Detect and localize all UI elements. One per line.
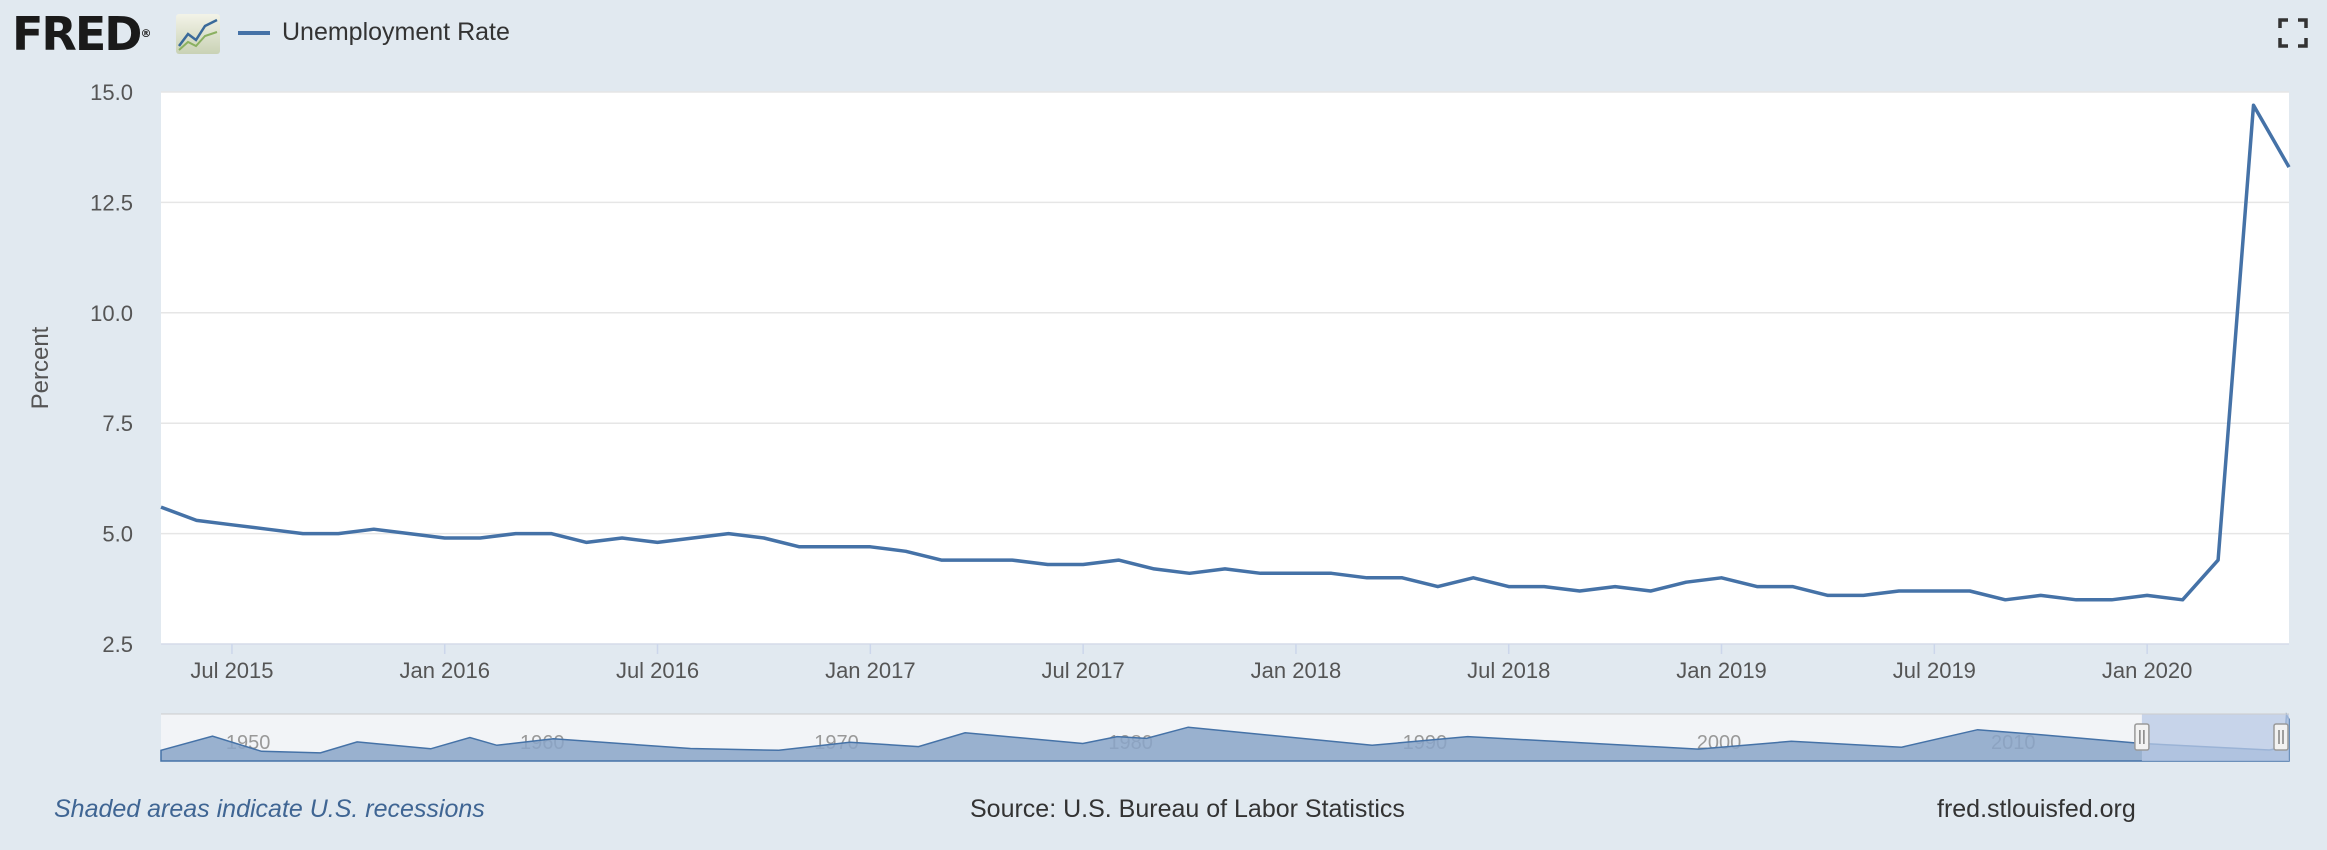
- registered-mark: ®: [140, 27, 152, 40]
- data-point[interactable]: [939, 558, 943, 562]
- data-point[interactable]: [1507, 585, 1511, 589]
- y-axis: 2.5 5.0 7.5 10.0 12.5 15.0: [90, 80, 133, 657]
- data-point[interactable]: [1436, 585, 1440, 589]
- series-group: [159, 103, 2291, 602]
- data-point[interactable]: [2252, 103, 2256, 107]
- data-point[interactable]: [797, 545, 801, 549]
- logo-text: FRED: [12, 7, 142, 61]
- data-point[interactable]: [2181, 598, 2185, 602]
- data-point[interactable]: [407, 532, 411, 536]
- data-point[interactable]: [478, 536, 482, 540]
- data-point[interactable]: [1968, 589, 1972, 593]
- navigator-selection[interactable]: [2141, 714, 2289, 761]
- data-point[interactable]: [975, 558, 979, 562]
- data-point[interactable]: [1258, 571, 1262, 575]
- chart-legend[interactable]: Unemployment Rate: [238, 18, 510, 47]
- navigator[interactable]: 1950196019701980199020002010: [160, 712, 2290, 762]
- data-point[interactable]: [1294, 571, 1298, 575]
- data-point[interactable]: [1152, 567, 1156, 571]
- data-point[interactable]: [656, 540, 660, 544]
- x-tick-label: Jan 2018: [1251, 658, 1342, 683]
- data-point[interactable]: [904, 549, 908, 553]
- data-point[interactable]: [585, 540, 589, 544]
- data-point[interactable]: [1188, 571, 1192, 575]
- x-tick-label: Jul 2018: [1467, 658, 1550, 683]
- data-point[interactable]: [230, 523, 234, 527]
- x-tick-label: Jan 2017: [825, 658, 916, 683]
- y-axis-label: Percent: [27, 326, 54, 409]
- x-axis: Jul 2015 Jan 2016 Jul 2016 Jan 2017 Jul 2017…: [190, 644, 2192, 683]
- data-point[interactable]: [691, 536, 695, 540]
- x-tick-label: Jul 2016: [616, 658, 699, 683]
- data-point[interactable]: [2039, 593, 2043, 597]
- data-point[interactable]: [1081, 563, 1085, 567]
- data-point[interactable]: [1826, 593, 1830, 597]
- data-point[interactable]: [1117, 558, 1121, 562]
- data-point[interactable]: [2110, 598, 2114, 602]
- data-point[interactable]: [1897, 589, 1901, 593]
- data-point[interactable]: [1649, 589, 1653, 593]
- site-link[interactable]: fred.stlouisfed.org: [1937, 795, 2136, 823]
- navigator-handle-right[interactable]: [2273, 723, 2289, 751]
- data-point[interactable]: [1932, 589, 1936, 593]
- y-tick-label: 7.5: [102, 411, 133, 436]
- data-point[interactable]: [265, 527, 269, 531]
- x-tick-label: Jul 2019: [1893, 658, 1976, 683]
- x-tick-label: Jan 2019: [1676, 658, 1767, 683]
- data-point[interactable]: [336, 532, 340, 536]
- data-point[interactable]: [159, 505, 163, 509]
- x-tick-label: Jul 2017: [1042, 658, 1125, 683]
- fullscreen-icon[interactable]: [2278, 18, 2308, 48]
- y-tick-label: 12.5: [90, 190, 133, 215]
- data-point[interactable]: [1755, 585, 1759, 589]
- legend-series-label: Unemployment Rate: [282, 18, 510, 46]
- plot-area: [161, 92, 2289, 644]
- fred-logo: FRED®: [12, 6, 151, 62]
- data-point[interactable]: [620, 536, 624, 540]
- source-note: Source: U.S. Bureau of Labor Statistics: [970, 795, 1405, 823]
- data-point[interactable]: [1720, 576, 1724, 580]
- line-chart-icon: [176, 14, 220, 54]
- data-point[interactable]: [2216, 558, 2220, 562]
- data-point[interactable]: [1365, 576, 1369, 580]
- data-point[interactable]: [1684, 580, 1688, 584]
- data-point[interactable]: [1578, 589, 1582, 593]
- data-point[interactable]: [868, 545, 872, 549]
- data-point[interactable]: [372, 527, 376, 531]
- data-point[interactable]: [2003, 598, 2007, 602]
- data-point[interactable]: [1790, 585, 1794, 589]
- navigator-handle-left[interactable]: [2134, 723, 2150, 751]
- data-point[interactable]: [514, 532, 518, 536]
- data-point[interactable]: [2145, 593, 2149, 597]
- data-point[interactable]: [1046, 563, 1050, 567]
- data-point[interactable]: [1010, 558, 1014, 562]
- data-point[interactable]: [726, 532, 730, 536]
- data-point[interactable]: [1471, 576, 1475, 580]
- data-point[interactable]: [194, 518, 198, 522]
- legend-swatch: [238, 30, 270, 35]
- data-point[interactable]: [1542, 585, 1546, 589]
- data-point[interactable]: [549, 532, 553, 536]
- data-point[interactable]: [2287, 165, 2291, 169]
- y-tick-label: 2.5: [102, 632, 133, 657]
- data-point[interactable]: [1400, 576, 1404, 580]
- data-point[interactable]: [301, 532, 305, 536]
- data-point[interactable]: [762, 536, 766, 540]
- data-point[interactable]: [1223, 567, 1227, 571]
- y-tick-label: 15.0: [90, 80, 133, 105]
- x-tick-label: Jan 2020: [2102, 658, 2193, 683]
- data-point[interactable]: [2074, 598, 2078, 602]
- data-point[interactable]: [1329, 571, 1333, 575]
- data-point[interactable]: [1861, 593, 1865, 597]
- recession-note: Shaded areas indicate U.S. recessions: [54, 795, 485, 823]
- x-tick-label: Jan 2016: [399, 658, 490, 683]
- y-tick-label: 5.0: [102, 522, 133, 547]
- y-tick-label: 10.0: [90, 301, 133, 326]
- x-tick-label: Jul 2015: [190, 658, 273, 683]
- series-line-unemployment-rate: [160, 103, 2291, 602]
- data-point[interactable]: [1613, 585, 1617, 589]
- data-point[interactable]: [833, 545, 837, 549]
- data-point[interactable]: [443, 536, 447, 540]
